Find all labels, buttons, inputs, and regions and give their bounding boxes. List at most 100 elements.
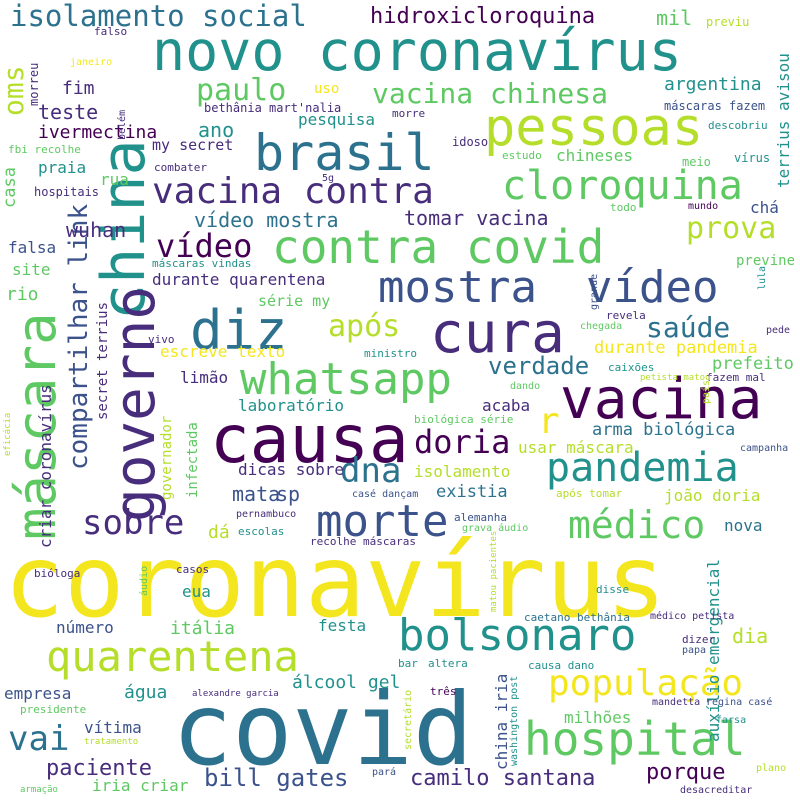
word-janeiro: janeiro <box>70 57 113 68</box>
word-secretario: secretário <box>403 689 414 750</box>
word-presidente: presidente <box>20 703 87 716</box>
word-ano: ano <box>198 118 235 142</box>
word-sobre: sobre <box>82 503 185 543</box>
word-hospitais: hospitais <box>34 185 100 199</box>
word-idoso: idoso <box>452 135 489 149</box>
word-todo: todo <box>610 201 637 214</box>
word-pernambuco: pernambuco <box>236 509 297 520</box>
word-pesquisa: pesquisa <box>298 110 376 129</box>
word-casa: casa <box>0 167 20 208</box>
word-video-mid: vídeo <box>156 227 253 265</box>
word-agua: água <box>124 682 168 703</box>
word-tomar-vacina: tomar vacina <box>404 206 549 230</box>
word-prova: prova <box>686 211 777 246</box>
word-rio: rio <box>6 284 39 305</box>
word-arma-biologica: arma biológica <box>592 420 736 440</box>
word-mascaras-vindas: máscaras vindas <box>152 257 252 270</box>
word-quarentena: quarentena <box>46 632 299 681</box>
word-apos: após <box>328 309 401 344</box>
word-vivo: vivo <box>148 333 175 346</box>
word-italia: itália <box>170 618 236 639</box>
word-dizer: dizer <box>682 633 716 646</box>
word-mandetta: mandetta <box>652 697 701 708</box>
word-eua: eua <box>182 582 211 601</box>
word-fbi-recolhe: fbi recolhe <box>8 143 81 156</box>
word-secret-terrius: secret terrius <box>95 301 111 420</box>
word-governador: governador <box>159 415 175 500</box>
word-falso: falso <box>94 25 128 38</box>
word-serie-my: série my <box>258 292 331 310</box>
word-joao-doria: joão doria <box>664 486 761 505</box>
word-farsa: farsa <box>716 715 747 726</box>
word-case-dancam: casé dançam <box>352 489 419 500</box>
word-matou-pacientes: matou pacientes <box>489 530 499 612</box>
word-nova: nova <box>724 516 763 535</box>
word-camilo-santana: camilo santana <box>410 766 596 791</box>
word-morreu: morreu <box>27 62 41 106</box>
word-grava-audio: grava áudio <box>462 523 529 534</box>
word-isolamento: isolamento <box>414 462 511 481</box>
word-morte: morte <box>316 496 449 547</box>
word-para: pará <box>372 767 397 778</box>
word-isolamento-social: isolamento social <box>10 0 307 33</box>
word-mascaras-fazem: máscaras fazem <box>664 99 766 113</box>
word-laboratorio: laboratório <box>238 396 344 415</box>
word-caetano-bethania: caetano bethânia <box>524 611 630 624</box>
word-paciente: paciente <box>46 756 152 781</box>
word-cura: cura <box>430 301 565 366</box>
word-vacina-contra: vacina contra <box>152 171 434 212</box>
word-regina-case: regina casé <box>706 697 773 708</box>
word-armacao: armação <box>20 785 58 795</box>
word-belem: belém <box>117 109 128 140</box>
word-dicas-sobre: dicas sobre <box>238 460 344 479</box>
word-numero: número <box>56 618 114 637</box>
word-falsa: falsa <box>8 238 57 257</box>
word-my-secret: my secret <box>152 136 234 154</box>
word-cha: chá <box>750 198 779 217</box>
word-alexandre-garcia: alexandre garcia <box>192 689 279 699</box>
word-petista-matou: petista matou <box>640 373 711 383</box>
word-verdade: verdade <box>488 352 590 380</box>
word-causa: causa <box>210 401 409 478</box>
word-chineses: chineses <box>556 146 634 165</box>
word-diz: diz <box>190 299 288 362</box>
word-mata: mata <box>232 482 281 506</box>
word-rua: rua <box>100 170 129 189</box>
word-bill-gates: bill gates <box>204 764 349 792</box>
word-terrius-avisou: terrius avisou <box>774 53 793 188</box>
word-combater: combater <box>154 161 207 174</box>
word-revela: revela <box>606 309 646 322</box>
word-compartilhar-link: compartilhar link <box>64 203 94 470</box>
word-iria-criar: iria criar <box>92 776 189 795</box>
word-dia: dia <box>732 624 769 648</box>
word-mostra: mostra <box>378 262 537 313</box>
word-meio: meio <box>682 155 711 169</box>
word-whatsapp: whatsapp <box>240 354 452 405</box>
word-chegada: chegada <box>580 321 623 332</box>
word-washington-post: washington post <box>509 675 520 766</box>
word-vitima: vítima <box>84 718 142 737</box>
word-coronavirus: coronavírus <box>4 523 667 640</box>
word-casos: casos <box>176 563 210 576</box>
word-novo-coronavirus: novo coronavírus <box>152 19 682 83</box>
word-fim: fim <box>62 78 95 99</box>
word-recolhe-mascaras: recolhe máscaras <box>310 535 416 548</box>
word-previne: previne <box>736 253 796 269</box>
word-usar-mascara: usar máscara <box>518 438 634 457</box>
word-oms: oms <box>0 65 30 116</box>
word-cloroquina: cloroquina <box>502 163 743 209</box>
word-alcool-gel: álcool gel <box>292 672 401 693</box>
word-ivermectina: ivermectina <box>38 122 158 143</box>
word-prefeito: prefeito <box>712 354 794 374</box>
word-china-iria: china iria <box>492 673 511 770</box>
word-r: r <box>538 401 560 442</box>
word-disse: disse <box>596 583 630 596</box>
word-mil: mil <box>656 6 693 30</box>
word-tres: três <box>430 685 457 698</box>
word-infectada: infectada <box>185 422 201 498</box>
word-porque: porque <box>646 760 726 785</box>
word-vacina-chinesa: vacina chinesa <box>372 77 609 110</box>
word-escreve-texto: escreve texto <box>160 342 286 361</box>
word-bethania-martnalia: bethânia mart'nalia <box>204 101 342 115</box>
word-morre: morre <box>392 107 426 120</box>
